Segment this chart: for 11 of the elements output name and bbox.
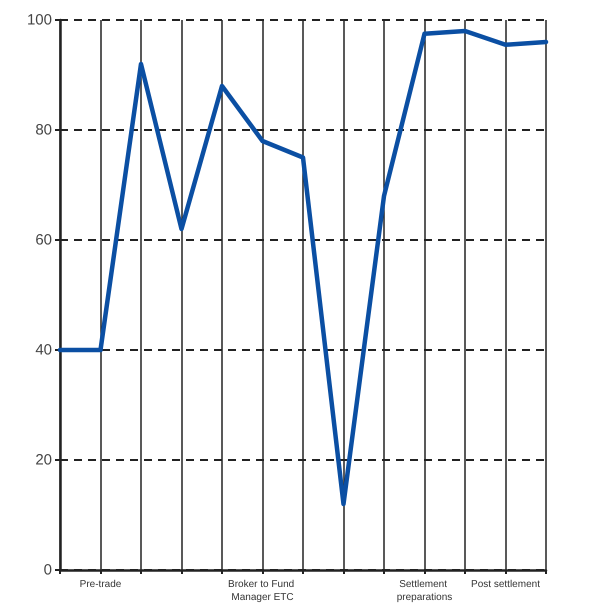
y-tick-label: 80 (35, 122, 52, 138)
x-tick-label: Pre-trade (80, 579, 122, 590)
y-tick-label: 60 (35, 232, 52, 248)
y-tick-label: 100 (26, 12, 52, 28)
y-tick-label: 0 (44, 562, 52, 578)
y-tick-label: 20 (35, 452, 52, 468)
x-tick-label: Post settlement (471, 579, 540, 590)
x-tick-label: Broker to Fund Manager ETC (228, 579, 297, 603)
x-tick-label: Settlement preparations (396, 579, 452, 603)
line-series (58, 28, 548, 506)
y-tick-label: 40 (35, 342, 52, 358)
